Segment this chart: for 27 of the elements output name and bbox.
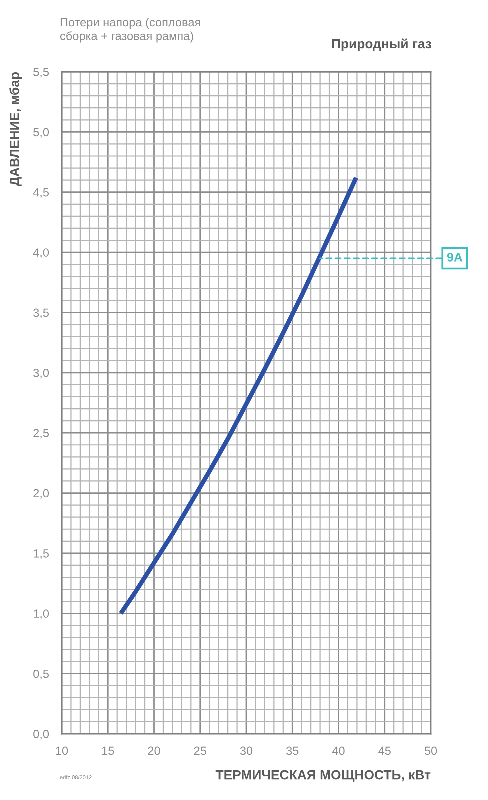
y-tick-label: 5,5 [34,68,50,78]
y-tick-label: 3,0 [34,368,50,379]
x-tick-label: 45 [378,746,391,756]
y-tick-label: 4,0 [33,248,50,258]
y-axis-title: ДАВЛЕНИЕ, мбар [10,72,22,186]
y-tick-label: 3,5 [34,308,50,319]
y-tick-label: 1,5 [34,550,50,560]
x-tick-label: 35 [286,746,299,756]
y-tick-label: 2,0 [34,489,50,500]
y-tick-label: 5,0 [34,128,50,138]
x-axis-title: ТЕРМИЧЕСКАЯ МОЩНОСТЬ, кВт [216,770,431,782]
line-series [118,176,359,616]
y-tick-label: 4,5 [33,188,50,198]
x-tick-label: 15 [102,746,114,756]
x-tick-label: 30 [240,746,253,756]
x-tick-label: 25 [194,746,206,756]
x-tick-label: 10 [56,746,68,756]
chart-title: Потери напора (сопловая сборка + газовая рампа) [60,18,200,43]
x-tick-label: 40 [332,746,345,756]
y-tick-label: 1,0 [34,610,50,620]
y-tick-label: 0,0 [34,730,50,740]
annotation: 9A [447,253,463,262]
x-tick-label: 50 [424,746,438,756]
x-tick-label: 20 [148,746,160,756]
y-tick-label: 0,5 [34,670,50,680]
chart-subtitle: Природный газ [332,38,432,52]
y-tick-label: 2,5 [34,429,50,439]
